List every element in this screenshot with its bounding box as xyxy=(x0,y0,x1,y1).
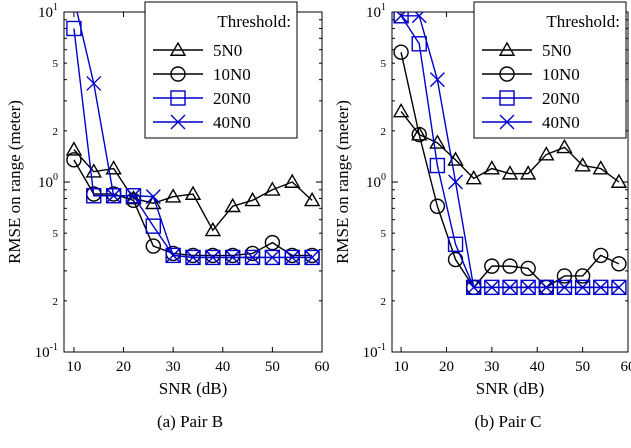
x-tick-label: 40 xyxy=(530,359,545,375)
data-point-5N0 xyxy=(394,104,408,116)
data-point-5N0 xyxy=(612,175,626,187)
x-axis-title: SNR (dB) xyxy=(159,379,227,398)
y-minor-tick-label: 5 xyxy=(381,58,387,70)
y-tick-label-exponent: 0 xyxy=(53,172,58,183)
data-point-40N0 xyxy=(449,175,463,189)
y-tick-label: 10-1 xyxy=(35,342,58,361)
y-tick-label-base: 10 xyxy=(35,345,50,361)
x-tick-label: 30 xyxy=(484,359,499,375)
data-point-40N0 xyxy=(67,0,81,6)
y-axis-title: RMSE on range (meter) xyxy=(333,100,352,264)
data-point-5N0 xyxy=(557,140,571,152)
y-tick-label-base: 10 xyxy=(363,345,378,361)
y-tick-label-exponent: -1 xyxy=(50,342,58,353)
y-minor-tick-label: 5 xyxy=(53,228,59,240)
legend-label-40N0: 40N0 xyxy=(542,113,580,132)
data-point-5N0 xyxy=(186,187,200,199)
y-tick-label: 101 xyxy=(366,2,386,21)
x-tick-label: 10 xyxy=(66,359,81,375)
data-point-40N0 xyxy=(87,76,101,90)
y-tick-label-base: 10 xyxy=(366,175,381,191)
legend-label-5N0: 5N0 xyxy=(542,41,571,60)
y-tick-label: 101 xyxy=(38,2,58,21)
legend: Threshold: 5N0 10N0 20N0 40N0 xyxy=(474,2,626,138)
data-point-5N0 xyxy=(265,183,279,195)
data-point-40N0 xyxy=(430,73,444,87)
y-tick-label: 100 xyxy=(366,172,386,191)
y-minor-tick-label: 2 xyxy=(381,126,387,138)
y-minor-tick-label: 2 xyxy=(53,126,59,138)
legend: Threshold: 5N0 10N0 20N0 40N0 xyxy=(145,2,297,138)
data-point-5N0 xyxy=(539,148,553,160)
legend-label-5N0: 5N0 xyxy=(213,41,242,60)
legend-label-40N0: 40N0 xyxy=(213,113,251,132)
legend-label-20N0: 20N0 xyxy=(542,89,580,108)
y-tick-label-base: 10 xyxy=(38,5,53,21)
y-tick-label: 10-1 xyxy=(363,342,386,361)
y-tick-label-base: 10 xyxy=(366,5,381,21)
panel-caption: (b) Pair C xyxy=(474,412,541,431)
y-tick-label-exponent: -1 xyxy=(378,342,386,353)
x-tick-label: 30 xyxy=(166,359,181,375)
x-axis-title: SNR (dB) xyxy=(476,379,544,398)
y-tick-label-exponent: 0 xyxy=(381,172,386,183)
legend-label-20N0: 20N0 xyxy=(213,89,251,108)
x-tick-label: 50 xyxy=(265,359,280,375)
legend-title: Threshold: xyxy=(217,12,291,31)
x-tick-label: 50 xyxy=(575,359,590,375)
y-tick-label: 100 xyxy=(38,172,58,191)
data-point-5N0 xyxy=(246,193,260,205)
legend-title: Threshold: xyxy=(546,12,620,31)
legend-label-10N0: 10N0 xyxy=(542,65,580,84)
x-tick-label: 40 xyxy=(215,359,230,375)
x-tick-label: 60 xyxy=(621,359,631,375)
x-tick-label: 20 xyxy=(116,359,131,375)
x-tick-label: 60 xyxy=(315,359,330,375)
y-minor-tick-label: 5 xyxy=(381,228,387,240)
y-tick-label-base: 10 xyxy=(38,175,53,191)
y-axis-title: RMSE on range (meter) xyxy=(5,100,24,264)
x-tick-label: 20 xyxy=(439,359,454,375)
x-tick-label: 10 xyxy=(394,359,409,375)
y-tick-label-exponent: 1 xyxy=(381,2,386,13)
y-minor-tick-label: 5 xyxy=(53,58,59,70)
panel-caption: (a) Pair B xyxy=(157,412,223,431)
y-minor-tick-label: 2 xyxy=(381,296,387,308)
y-tick-label-exponent: 1 xyxy=(53,2,58,13)
legend-label-10N0: 10N0 xyxy=(213,65,251,84)
data-point-5N0 xyxy=(430,136,444,148)
y-minor-tick-label: 2 xyxy=(53,296,59,308)
data-point-5N0 xyxy=(285,175,299,187)
